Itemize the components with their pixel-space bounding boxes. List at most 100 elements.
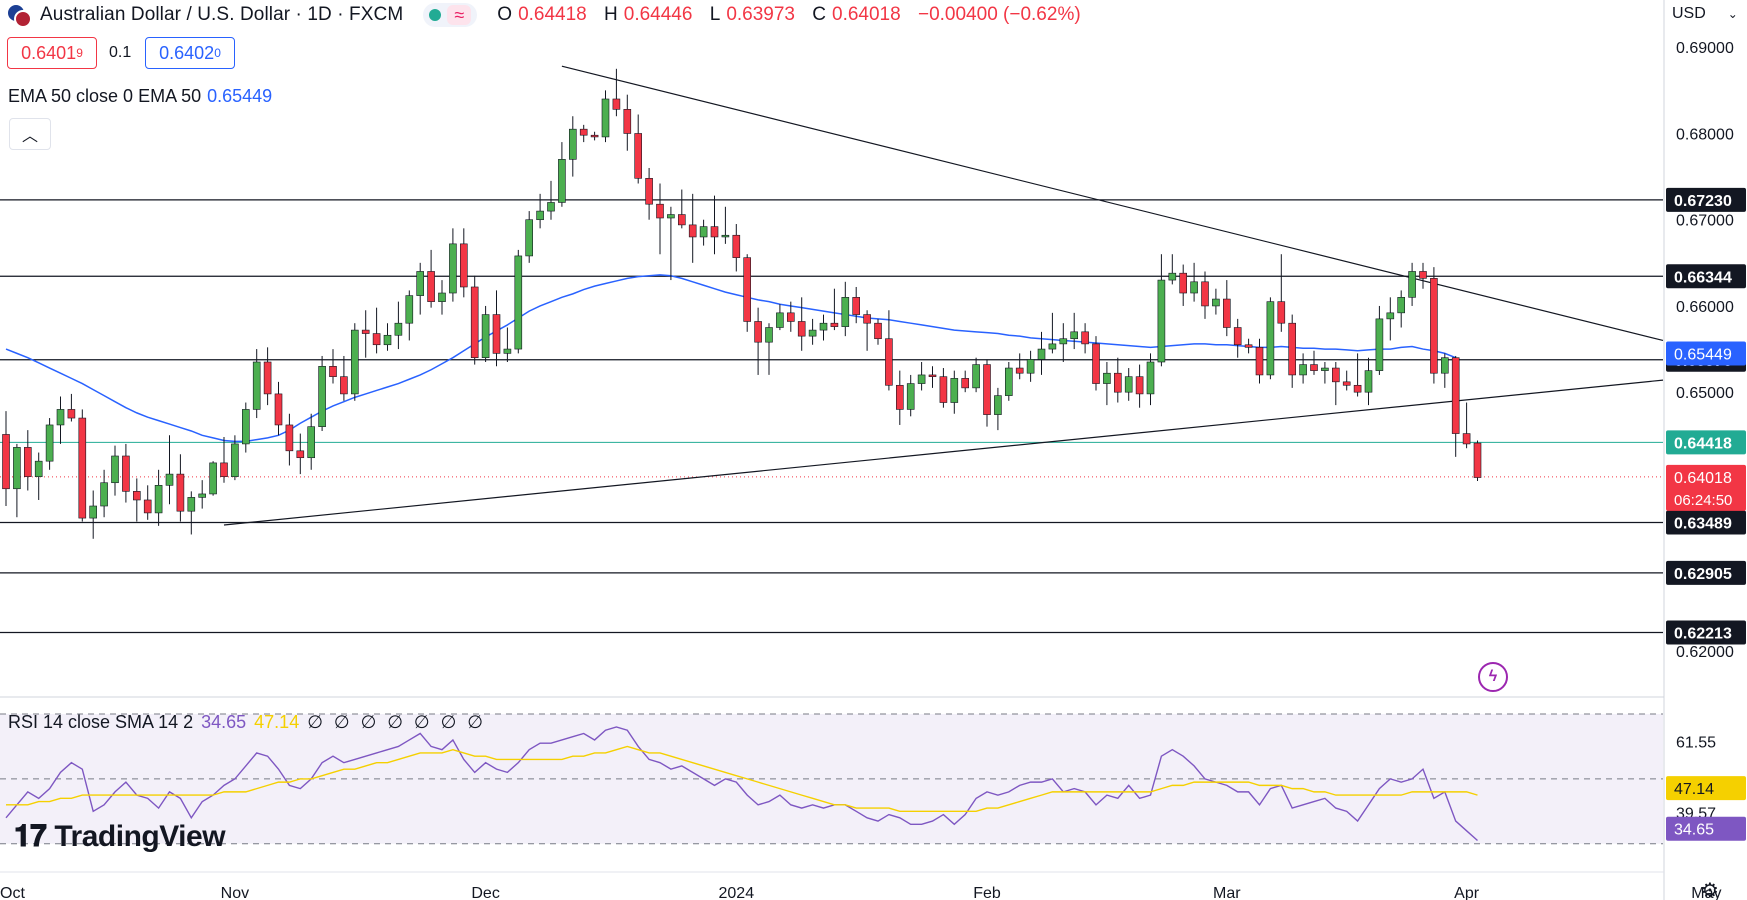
candle-body — [350, 329, 359, 395]
candle-body — [78, 417, 87, 519]
candle-body — [220, 462, 228, 477]
candle-body — [1255, 347, 1264, 376]
level-label: 0.62905 — [1674, 566, 1732, 583]
candle — [536, 193, 544, 229]
candle — [1157, 254, 1166, 367]
countdown-label: 06:24:50 — [1674, 492, 1732, 509]
rsi-label-bg — [1666, 816, 1746, 841]
candle — [252, 349, 261, 419]
candle-body — [939, 376, 948, 403]
candle-body — [1103, 372, 1111, 384]
candle — [547, 180, 555, 220]
candle-body — [699, 226, 708, 238]
candle-body — [808, 329, 817, 337]
candle — [394, 301, 403, 350]
ema-legend-label: EMA 50 close 0 EMA 50 — [8, 86, 202, 106]
candle — [972, 357, 980, 393]
status-pill[interactable]: ≈ — [423, 3, 478, 27]
candle-body — [765, 327, 773, 343]
candle — [416, 262, 425, 315]
time-tick-label: Mar — [1213, 885, 1241, 900]
candle — [176, 454, 185, 522]
candle — [776, 304, 784, 331]
support-resistance-levels[interactable] — [0, 199, 1663, 634]
candle-body — [928, 374, 937, 377]
candle — [1026, 350, 1035, 382]
candle — [961, 370, 970, 393]
candle-body — [1299, 364, 1307, 376]
candle — [372, 307, 381, 354]
candle-body — [797, 321, 806, 337]
rsi-band — [0, 713, 1663, 845]
rsi-lines — [5, 726, 1478, 842]
level-label-bg — [1666, 620, 1746, 645]
level-label: 0.67230 — [1674, 193, 1732, 210]
trendlines[interactable] — [223, 65, 1664, 526]
candle — [525, 211, 534, 263]
candle-body — [1430, 278, 1438, 374]
candle — [1277, 254, 1286, 332]
candle-body — [950, 378, 959, 403]
aud-usd-flag-icon — [6, 1, 34, 29]
candle-body — [525, 219, 534, 257]
candle — [449, 228, 457, 302]
rsi-legend-value: 34.65 — [201, 712, 247, 732]
time-axis[interactable]: Oct Nov Dec 2024 Feb Mar Apr May — [0, 871, 1722, 900]
candle-body — [819, 322, 828, 331]
symbol-title[interactable]: Australian Dollar / U.S. Dollar · 1D · F… — [40, 4, 404, 25]
candle-body — [590, 134, 599, 138]
rsi-legend-sma-value: 47.14 — [254, 712, 300, 732]
candle — [78, 409, 87, 522]
candle — [906, 374, 915, 417]
candle-body — [274, 393, 283, 426]
candle-body — [1114, 372, 1122, 393]
candle-body — [209, 462, 217, 495]
currency-selector[interactable]: USD ⌄ — [1672, 0, 1738, 28]
candle — [688, 193, 697, 263]
tradingview-logo[interactable]: 𝟏𝟕 TradingView — [14, 820, 226, 854]
candle — [133, 478, 141, 522]
candle — [1146, 353, 1155, 406]
time-tick-label: Apr — [1454, 885, 1480, 900]
candle-body — [645, 178, 653, 205]
candle-body — [972, 364, 980, 389]
settings-gear-icon[interactable]: ⚙ — [1701, 880, 1719, 900]
rsi-legend[interactable]: RSI 14 close SMA 14 2 34.65 47.14 ∅ ∅ ∅ … — [8, 712, 486, 733]
candle-body — [983, 364, 991, 415]
candle-body — [1397, 297, 1405, 314]
ohlc-close: C 0.64018 — [812, 4, 901, 25]
candle — [1451, 355, 1460, 457]
candle — [983, 359, 991, 427]
candle-body — [372, 333, 381, 346]
candle — [220, 437, 228, 483]
candle — [841, 281, 850, 337]
candle-body — [198, 493, 206, 498]
candle — [1081, 323, 1089, 354]
candle-body — [1451, 357, 1460, 434]
candle — [45, 418, 54, 470]
candle — [242, 402, 250, 453]
lightning-icon[interactable]: ϟ — [1478, 662, 1508, 692]
candle-body — [1201, 281, 1209, 307]
candle — [438, 280, 446, 315]
candle — [874, 318, 882, 345]
candle — [427, 249, 435, 308]
candle-body — [1212, 298, 1220, 307]
sell-price: 0.6401 — [21, 42, 77, 63]
sell-button[interactable]: 0.6401 9 — [7, 37, 97, 69]
collapse-legend-button[interactable]: ︿ — [9, 118, 51, 150]
buy-button[interactable]: 0.6402 0 — [145, 37, 235, 69]
buy-price: 0.6402 — [159, 42, 215, 63]
candle — [928, 366, 937, 388]
candle — [1342, 370, 1351, 391]
ema-legend[interactable]: EMA 50 close 0 EMA 50 0.65449 — [8, 86, 272, 107]
trendline-descending-resistance — [561, 65, 1664, 342]
ohlc-change: −0.00400 (−0.62%) — [917, 4, 1081, 25]
level-label-bg — [1666, 187, 1746, 212]
candle — [634, 114, 643, 184]
candle — [1441, 353, 1449, 388]
ohlc-readout: O 0.64418 H 0.64446 L 0.63973 C 0.64018 −0.0… — [497, 4, 1086, 26]
candle — [1135, 364, 1144, 408]
